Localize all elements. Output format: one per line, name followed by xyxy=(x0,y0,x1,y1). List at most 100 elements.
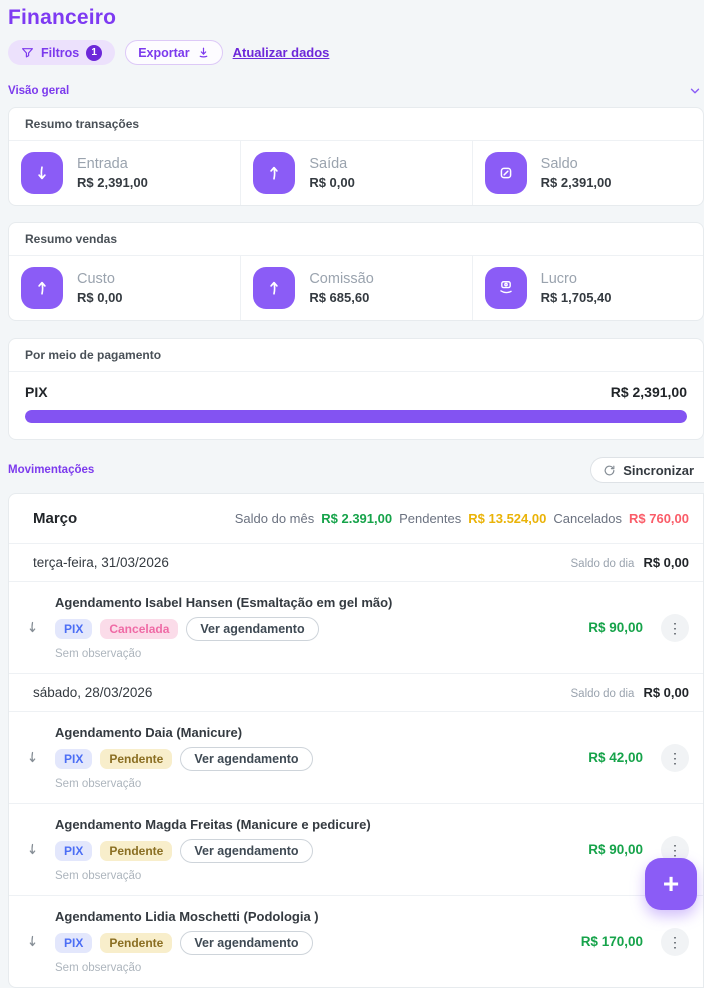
export-button[interactable]: Exportar xyxy=(125,40,223,65)
day-balance: Saldo do dia R$ 0,00 xyxy=(571,555,690,570)
payment-method-body: PIX R$ 2,391,00 xyxy=(9,372,703,439)
day-date: sábado, 28/03/2026 xyxy=(33,685,153,700)
chevron-down-icon[interactable] xyxy=(688,84,702,98)
month-summary: Saldo do mês R$ 2.391,00 Pendentes R$ 13… xyxy=(235,511,689,526)
day-date: terça-feira, 31/03/2026 xyxy=(33,555,169,570)
transaction-row: Agendamento Magda Freitas (Manicure e pe… xyxy=(9,804,703,895)
summary-label: Comissão xyxy=(309,271,374,287)
status-badge: Pendente xyxy=(100,841,173,861)
arrow-up-icon xyxy=(253,267,296,309)
arrow-down-icon xyxy=(9,620,55,635)
payment-method-badge: PIX xyxy=(55,841,93,861)
arrow-down-icon xyxy=(9,934,55,949)
day-balance-value: R$ 0,00 xyxy=(643,555,689,570)
refresh-data-link[interactable]: Atualizar dados xyxy=(232,45,330,60)
day-balance-value: R$ 0,00 xyxy=(643,685,689,700)
day-header-row: terça-feira, 31/03/2026 Saldo do dia R$ … xyxy=(9,544,703,581)
status-badge: Cancelada xyxy=(100,619,179,639)
month-pending-label: Pendentes xyxy=(399,511,462,526)
transaction-note: Sem observação xyxy=(55,870,142,882)
summary-label: Saída xyxy=(309,156,348,172)
status-badge: Pendente xyxy=(100,933,173,953)
month-balance-label: Saldo do mês xyxy=(234,511,315,526)
status-badge: Pendente xyxy=(100,749,173,769)
transaction-note: Sem observação xyxy=(55,648,142,660)
payment-progress-track xyxy=(25,410,687,423)
money-hand-icon xyxy=(484,267,527,309)
transactions-summary-body: Entrada R$ 2,391,00 Saída R$ 0,00 Sald xyxy=(9,141,703,205)
month-pending-value: R$ 13.524,00 xyxy=(468,511,547,526)
summary-item-entrada: Entrada R$ 2,391,00 xyxy=(9,141,240,205)
transaction-title: Agendamento Daia (Manicure) xyxy=(55,725,243,740)
arrow-up-icon xyxy=(253,152,296,194)
filters-button[interactable]: Filtros 1 xyxy=(8,40,116,65)
summary-label: Entrada xyxy=(77,156,128,172)
transaction-amount: R$ 90,00 xyxy=(588,842,643,857)
movements-section-label: Movimentações xyxy=(8,464,95,476)
transaction-row: Agendamento Isabel Hansen (Esmaltação em… xyxy=(9,582,703,673)
more-options-button[interactable]: ⋮ xyxy=(661,613,689,642)
export-label: Exportar xyxy=(138,45,190,60)
month-name: Março xyxy=(33,510,78,527)
day-balance: Saldo do dia R$ 0,00 xyxy=(571,685,690,700)
summary-value: R$ 0,00 xyxy=(309,175,355,190)
more-options-button[interactable]: ⋮ xyxy=(661,927,689,956)
payment-progress-bar xyxy=(25,410,687,423)
summary-value: R$ 2,391,00 xyxy=(77,175,148,190)
transaction-title: Agendamento Isabel Hansen (Esmaltação em… xyxy=(55,595,393,610)
view-appointment-button[interactable]: Ver agendamento xyxy=(186,617,319,641)
view-appointment-button[interactable]: Ver agendamento xyxy=(180,931,313,955)
payment-method-badge: PIX xyxy=(55,749,93,769)
summary-label: Custo xyxy=(77,271,115,287)
month-balance-value: R$ 2.391,00 xyxy=(321,511,393,526)
month-cancelled-label: Cancelados xyxy=(553,511,622,526)
payment-method-badge: PIX xyxy=(55,619,93,639)
arrow-down-icon xyxy=(9,750,55,765)
view-appointment-button[interactable]: Ver agendamento xyxy=(180,747,313,771)
transaction-row: Agendamento Daia (Manicure) PIX Pendente… xyxy=(9,712,703,803)
payment-method-row: PIX R$ 2,391,00 xyxy=(25,384,687,400)
transaction-note: Sem observação xyxy=(55,778,142,790)
transaction-note: Sem observação xyxy=(55,962,142,974)
download-icon xyxy=(197,46,210,59)
payment-method-value: R$ 2,391,00 xyxy=(610,384,687,400)
add-transaction-fab[interactable]: + xyxy=(645,858,697,910)
summary-label: Saldo xyxy=(540,156,578,172)
view-appointment-button[interactable]: Ver agendamento xyxy=(180,839,313,863)
day-balance-label: Saldo do dia xyxy=(570,688,635,700)
filters-label: Filtros xyxy=(41,45,80,60)
movements-section-header: Movimentações Sincronizar xyxy=(8,457,704,483)
transaction-title: Agendamento Lidia Moschetti (Podologia ) xyxy=(55,909,319,924)
transaction-amount: R$ 90,00 xyxy=(588,620,643,635)
refresh-icon xyxy=(603,464,616,477)
balance-icon xyxy=(484,152,527,194)
summary-value: R$ 1,705,40 xyxy=(540,290,612,305)
summary-item-comissao: Comissão R$ 685,60 xyxy=(240,256,471,320)
summary-value: R$ 2,391,00 xyxy=(540,175,612,190)
filters-count-badge: 1 xyxy=(86,44,103,61)
transaction-row: Agendamento Lidia Moschetti (Podologia )… xyxy=(9,896,703,987)
summary-item-saida: Saída R$ 0,00 xyxy=(240,141,471,205)
payment-method-badge: PIX xyxy=(55,933,93,953)
toolbar: Filtros 1 Exportar Atualizar dados xyxy=(8,40,704,65)
transactions-summary-title: Resumo transações xyxy=(9,108,703,141)
summary-value: R$ 685,60 xyxy=(309,290,370,305)
more-options-button[interactable]: ⋮ xyxy=(661,743,689,772)
payment-method-name: PIX xyxy=(25,384,48,400)
summary-item-lucro: Lucro R$ 1,705,40 xyxy=(471,256,703,320)
payment-method-title: Por meio de pagamento xyxy=(9,339,703,372)
arrow-down-icon xyxy=(21,152,63,194)
summary-label: Lucro xyxy=(540,271,577,287)
sales-summary-card: Resumo vendas Custo R$ 0,00 Comissão R$ … xyxy=(8,222,704,321)
overview-section-header: Visão geral xyxy=(8,84,704,98)
transaction-amount: R$ 170,00 xyxy=(580,934,643,949)
payment-method-card: Por meio de pagamento PIX R$ 2,391,00 xyxy=(8,338,704,440)
sales-summary-body: Custo R$ 0,00 Comissão R$ 685,60 Lucro xyxy=(9,256,703,320)
day-balance-label: Saldo do dia xyxy=(570,558,635,570)
transaction-amount: R$ 42,00 xyxy=(588,750,643,765)
summary-item-custo: Custo R$ 0,00 xyxy=(9,256,240,320)
sync-button[interactable]: Sincronizar xyxy=(590,457,704,483)
movements-card: Março Saldo do mês R$ 2.391,00 Pendentes… xyxy=(8,493,704,988)
arrow-down-icon xyxy=(9,842,55,857)
